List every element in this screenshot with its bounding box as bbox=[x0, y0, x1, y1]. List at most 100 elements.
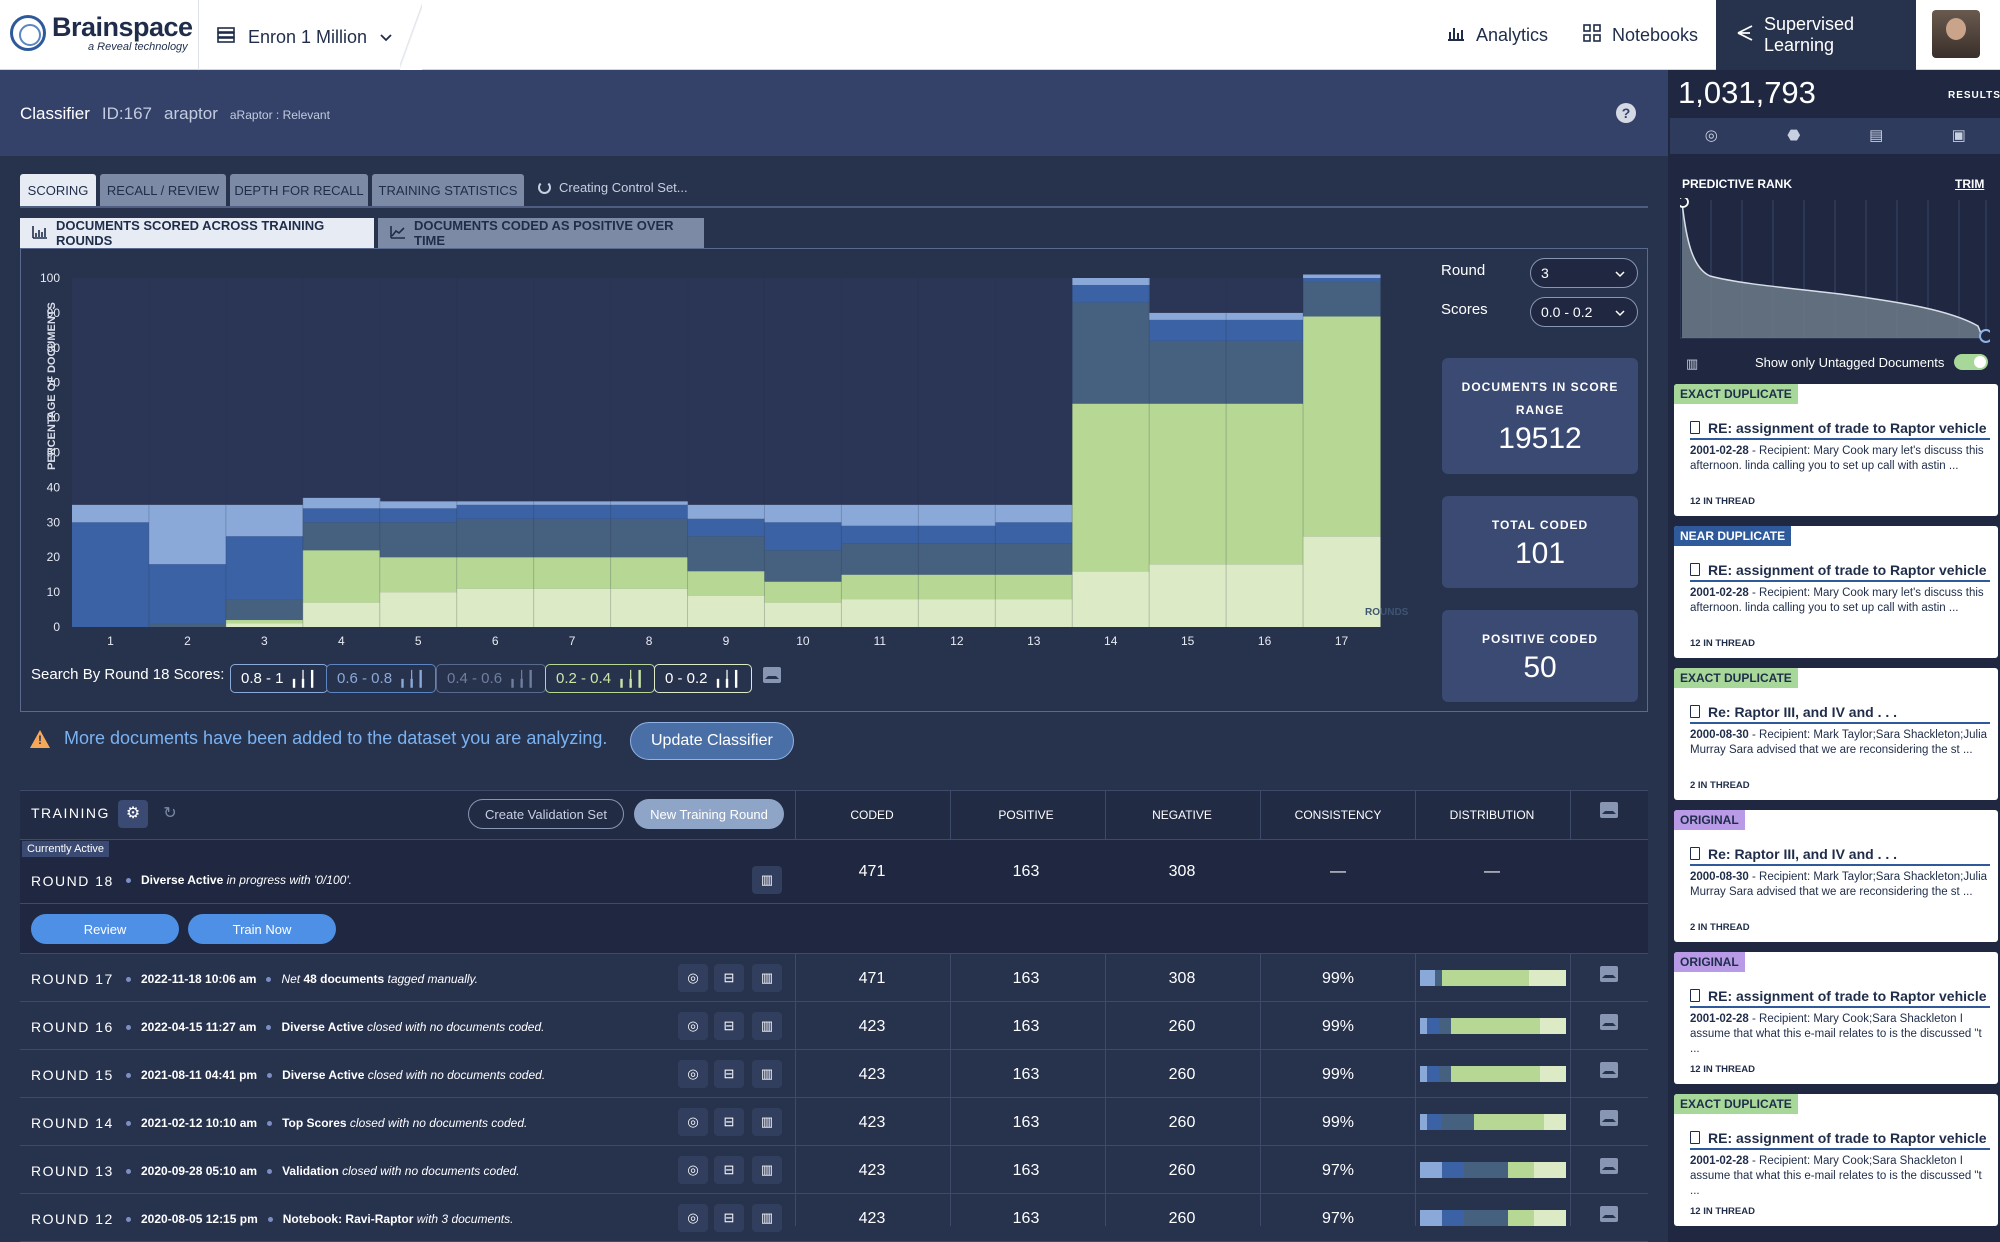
bar-segment[interactable] bbox=[995, 599, 1073, 627]
cluster-icon[interactable]: ◎ bbox=[678, 1060, 708, 1088]
bar-segment[interactable] bbox=[918, 574, 996, 600]
download-icon[interactable] bbox=[1600, 802, 1618, 818]
card-title-row[interactable]: Re: Raptor III, and IV and . . . bbox=[1690, 846, 1990, 866]
card-title-row[interactable]: RE: assignment of trade to Raptor vehicl… bbox=[1690, 562, 1990, 582]
histogram-icon[interactable]: ▥ bbox=[752, 964, 782, 992]
table-row-current[interactable] bbox=[20, 840, 1648, 904]
result-card[interactable]: ORIGINAL Re: Raptor III, and IV and . . … bbox=[1674, 810, 1998, 942]
bar-segment[interactable] bbox=[225, 536, 304, 600]
card-title-row[interactable]: RE: assignment of trade to Raptor vehicl… bbox=[1690, 988, 1990, 1008]
histogram-icon[interactable]: ▥ bbox=[752, 1108, 782, 1136]
table-row[interactable] bbox=[20, 954, 1648, 1002]
subtab-documents-coded-positive[interactable]: DOCUMENTS CODED AS POSITIVE OVER TIME bbox=[378, 218, 704, 248]
bar-segment[interactable] bbox=[1072, 302, 1150, 404]
tab-training-statistics[interactable]: TRAINING STATISTICS bbox=[372, 174, 524, 206]
subtab-documents-scored[interactable]: DOCUMENTS SCORED ACROSS TRAINING ROUNDS bbox=[20, 218, 374, 248]
update-classifier-button[interactable]: Update Classifier bbox=[630, 722, 794, 760]
bar-segment[interactable] bbox=[302, 508, 381, 523]
bar-segment[interactable] bbox=[456, 557, 535, 589]
bar-segment[interactable] bbox=[1303, 278, 1381, 282]
bar-segment[interactable] bbox=[918, 525, 996, 544]
tab-scoring[interactable]: SCORING bbox=[20, 174, 96, 206]
bar-segment[interactable] bbox=[687, 518, 765, 537]
nav-supervised-learning[interactable]: Supervised Learning bbox=[1716, 0, 1916, 70]
cluster-icon[interactable]: ◎ bbox=[1704, 127, 1718, 144]
briefcase-icon[interactable]: ⊟ bbox=[714, 1156, 744, 1184]
refresh-icon[interactable]: ↻ bbox=[163, 805, 177, 822]
result-card[interactable]: NEAR DUPLICATE RE: assignment of trade t… bbox=[1674, 526, 1998, 658]
download-icon[interactable] bbox=[1600, 1014, 1618, 1030]
bar-segment[interactable] bbox=[1303, 274, 1381, 278]
cluster-icon[interactable]: ◎ bbox=[678, 1156, 708, 1184]
bar-segment[interactable] bbox=[918, 504, 996, 526]
briefcase-icon[interactable]: ⊟ bbox=[714, 1204, 744, 1232]
predictive-rank-curve[interactable] bbox=[1680, 198, 1990, 344]
bar-segment[interactable] bbox=[302, 497, 381, 509]
create-validation-set-button[interactable]: Create Validation Set bbox=[468, 799, 624, 829]
bar-segment[interactable] bbox=[1149, 312, 1227, 320]
scores-select[interactable]: 0.0 - 0.2 bbox=[1530, 297, 1638, 327]
bar-segment[interactable] bbox=[1303, 281, 1381, 317]
bar-segment[interactable] bbox=[148, 564, 227, 624]
bar-segment[interactable] bbox=[918, 543, 996, 575]
table-row[interactable] bbox=[20, 1050, 1648, 1098]
bar-segment[interactable] bbox=[225, 620, 304, 624]
bar-segment[interactable] bbox=[1149, 319, 1227, 341]
result-card[interactable]: EXACT DUPLICATE Re: Raptor III, and IV a… bbox=[1674, 668, 1998, 800]
bar-segment[interactable] bbox=[148, 504, 227, 565]
bar-segment[interactable] bbox=[764, 581, 842, 603]
bar-segment[interactable] bbox=[148, 623, 227, 627]
bar-segment[interactable] bbox=[1303, 316, 1381, 537]
bar-segment[interactable] bbox=[1072, 284, 1150, 303]
brand-name[interactable]: Brainspace bbox=[52, 12, 193, 42]
bar-segment[interactable] bbox=[610, 518, 689, 558]
histogram-icon[interactable]: ▥ bbox=[752, 1204, 782, 1232]
histogram-icon[interactable]: ▥ bbox=[752, 866, 782, 894]
download-icon[interactable] bbox=[1600, 1110, 1618, 1126]
score-filter-0.6-0.8[interactable]: 0.6 - 0.8 ╻╽┃ bbox=[326, 664, 437, 693]
bar-segment[interactable] bbox=[456, 588, 535, 627]
bar-segment[interactable] bbox=[764, 504, 842, 523]
download-icon[interactable] bbox=[1600, 1158, 1618, 1174]
bar-segment[interactable] bbox=[1149, 403, 1227, 565]
bar-segment[interactable] bbox=[687, 571, 765, 596]
bar-segment[interactable] bbox=[533, 501, 612, 505]
bar-segment[interactable] bbox=[995, 574, 1073, 600]
untagged-toggle[interactable] bbox=[1954, 354, 1988, 370]
bar-segment[interactable] bbox=[533, 518, 612, 558]
bar-segment[interactable] bbox=[533, 504, 612, 519]
bar-segment[interactable] bbox=[225, 623, 304, 627]
bar-segment[interactable] bbox=[841, 599, 919, 627]
download-icon[interactable] bbox=[1600, 1206, 1618, 1222]
tab-recall-review[interactable]: RECALL / REVIEW bbox=[100, 174, 226, 206]
histogram-icon[interactable]: ▥ bbox=[752, 1060, 782, 1088]
table-row[interactable] bbox=[20, 1098, 1648, 1146]
bar-segment[interactable] bbox=[995, 504, 1073, 523]
user-avatar[interactable] bbox=[1932, 10, 1980, 58]
score-filter-0.8-1[interactable]: 0.8 - 1 ╻╽┃ bbox=[230, 664, 328, 693]
project-selector[interactable]: Enron 1 Million bbox=[216, 22, 393, 52]
cluster-icon[interactable]: ◎ bbox=[678, 1108, 708, 1136]
tag-icon[interactable]: ⬣ bbox=[1787, 127, 1801, 144]
bar-segment[interactable] bbox=[302, 522, 381, 551]
bar-segment[interactable] bbox=[533, 557, 612, 589]
new-training-round-button[interactable]: New Training Round bbox=[634, 799, 784, 829]
briefcase-icon[interactable]: ⊟ bbox=[714, 1012, 744, 1040]
result-card[interactable]: ORIGINAL RE: assignment of trade to Rapt… bbox=[1674, 952, 1998, 1084]
bar-segment[interactable] bbox=[533, 588, 612, 627]
bar-segment[interactable] bbox=[995, 522, 1073, 544]
bar-segment[interactable] bbox=[687, 595, 765, 627]
table-row[interactable] bbox=[20, 1002, 1648, 1050]
download-icon[interactable] bbox=[1600, 1062, 1618, 1078]
bar-segment[interactable] bbox=[764, 522, 842, 551]
bar-segment[interactable] bbox=[1226, 403, 1304, 565]
result-card[interactable]: EXACT DUPLICATE RE: assignment of trade … bbox=[1674, 384, 1998, 516]
bar-segment[interactable] bbox=[379, 557, 458, 593]
bar-segment[interactable] bbox=[995, 543, 1073, 575]
bar-segment[interactable] bbox=[1226, 319, 1304, 341]
cluster-icon[interactable]: ◎ bbox=[678, 1204, 708, 1232]
bar-segment[interactable] bbox=[610, 588, 689, 627]
bar-segment[interactable] bbox=[1226, 564, 1304, 627]
bar-segment[interactable] bbox=[72, 522, 150, 627]
briefcase-icon[interactable]: ⊟ bbox=[714, 1108, 744, 1136]
